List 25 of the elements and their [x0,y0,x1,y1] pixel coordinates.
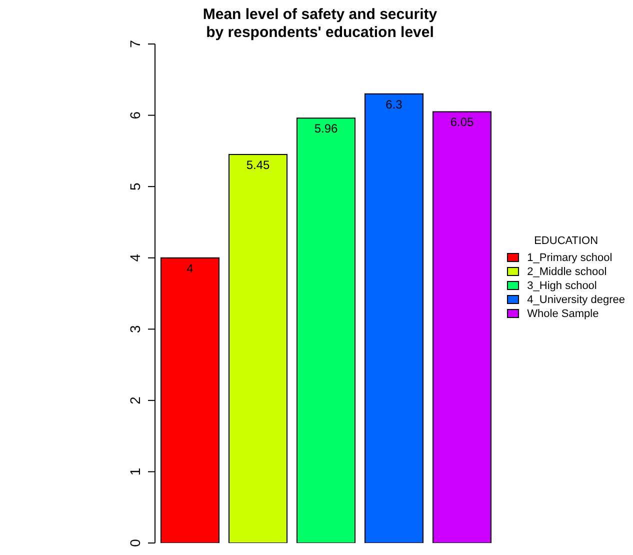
bar [296,118,356,543]
bar [228,154,288,543]
data-label: 5.96 [314,122,338,136]
chart-title: Mean level of safety and security by respondents' education level [202,6,438,42]
y-tick-label: 3 [127,325,143,334]
y-tick-label: 1 [127,468,143,476]
y-tick-label: 7 [127,40,143,48]
legend-label: 4_University degree [527,294,625,306]
data-label: 6.05 [450,115,474,130]
legend-label: 1_Primary school [527,252,612,264]
bar [432,111,492,543]
y-tick-label: 2 [127,396,143,404]
data-label: 4 [186,261,194,276]
data-label: 6.3 [386,97,403,112]
y-tick-label: 6 [127,111,143,120]
y-tick-label: 4 [127,254,143,262]
legend-title: EDUCATION [533,234,600,246]
legend-label: Whole Sample [527,308,599,320]
y-tick-label: 0 [127,538,143,547]
y-tick-label: 5 [127,182,143,190]
data-label: 5.45 [246,158,270,172]
bar [160,257,220,543]
bar [364,93,424,543]
legend-label: 2_Middle school [527,266,607,278]
legend-label: 3_High school [527,280,597,292]
